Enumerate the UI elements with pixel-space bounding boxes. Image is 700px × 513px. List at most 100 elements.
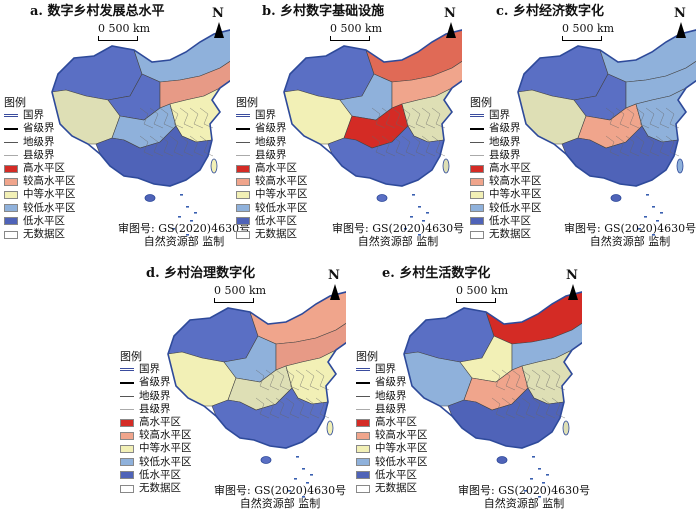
county-boundary <box>645 135 660 157</box>
legend-swatch-icon <box>120 471 134 480</box>
county-boundary <box>521 369 536 391</box>
county-boundary <box>635 135 650 157</box>
panel-title: e. 乡村生活数字化 <box>382 266 491 281</box>
china-map <box>51 29 230 236</box>
county-boundary <box>371 135 386 157</box>
county-boundary <box>295 397 310 419</box>
south-sea-island <box>186 206 189 208</box>
county-boundary <box>265 397 280 419</box>
legend-line-icon <box>4 141 18 143</box>
map-layer <box>403 291 582 498</box>
south-sea-island <box>410 216 413 218</box>
legend-swatch-icon <box>4 177 18 186</box>
taiwan-island <box>210 158 218 174</box>
county-boundary <box>189 107 204 129</box>
panel-title: c. 乡村经济数字化 <box>496 4 604 19</box>
county-boundary <box>401 107 416 129</box>
map-legend: 图例 国界 省级界 地级界 县级界 高水平区 较高水平区 中等水平区 较低水平区 低水平区 无数据区 <box>470 96 542 241</box>
legend-item-national: 国界 <box>4 109 76 122</box>
south-sea-island <box>546 474 549 476</box>
south-sea-island <box>190 220 193 222</box>
legend-item-class-5: 无数据区 <box>4 228 76 241</box>
county-boundary <box>371 107 386 129</box>
county-boundary <box>169 135 184 157</box>
county-boundary <box>501 369 516 391</box>
county-boundary <box>179 107 194 129</box>
map-legend: 图例 国界 省级界 地级界 县级界 高水平区 较高水平区 中等水平区 较低水平区 低水平区 无数据区 <box>4 96 76 241</box>
county-boundary <box>255 369 270 391</box>
china-map <box>167 291 346 498</box>
legend-line-icon <box>236 154 250 156</box>
legend-title: 图例 <box>356 350 378 363</box>
hainan-island <box>376 194 388 202</box>
county-boundary <box>421 135 436 157</box>
legend-swatch-icon <box>4 230 18 239</box>
legend-line-icon <box>236 128 250 130</box>
legend-line-icon <box>120 408 134 410</box>
south-sea-island <box>412 194 415 196</box>
south-sea-island <box>638 228 641 230</box>
south-sea-island <box>180 194 183 196</box>
south-sea-island <box>538 496 541 498</box>
legend-swatch-icon <box>356 484 370 493</box>
legend-line-icon <box>470 114 484 118</box>
county-boundary <box>265 369 280 391</box>
map-legend: 图例 国界 省级界 地级界 县级界 高水平区 较高水平区 中等水平区 较低水平区 低水平区 无数据区 <box>236 96 308 241</box>
county-boundary <box>645 107 660 129</box>
south-sea-island <box>296 456 299 458</box>
legend-swatch-icon <box>120 484 134 493</box>
south-sea-island <box>294 478 297 480</box>
legend-swatch-icon <box>236 164 250 173</box>
county-boundary <box>541 397 556 419</box>
legend-item-class-1: 较高水平区 <box>4 175 76 188</box>
legend-swatch-icon <box>4 204 18 213</box>
county-boundary <box>655 135 670 157</box>
county-boundary <box>255 397 270 419</box>
legend-line-icon <box>356 408 370 410</box>
legend-item-class-1: 较高水平区 <box>470 175 542 188</box>
legend-item-class-1: 较高水平区 <box>120 429 192 442</box>
county-boundary <box>159 107 174 129</box>
south-sea-island <box>178 216 181 218</box>
national-boundary <box>51 29 230 187</box>
legend-swatch-icon <box>120 418 134 427</box>
south-sea-island <box>426 212 429 214</box>
county-boundary <box>511 397 526 419</box>
taiwan-island <box>442 158 450 174</box>
taiwan-island <box>676 158 684 174</box>
county-boundary <box>625 135 640 157</box>
legend-line-icon <box>470 154 484 156</box>
legend-swatch-icon <box>236 230 250 239</box>
county-boundary <box>391 107 406 129</box>
county-boundary <box>139 107 154 129</box>
legend-title: 图例 <box>236 96 258 109</box>
south-sea-island <box>538 468 541 470</box>
county-boundary <box>305 397 320 419</box>
china-map <box>403 291 582 498</box>
panel-a: a. 数字乡村发展总水平 0 500 km N 图例 国界 省级界 地级界 县级界 高水平… <box>0 0 250 250</box>
legend-swatch-icon <box>470 164 484 173</box>
taiwan-island <box>326 420 334 436</box>
county-boundary <box>381 107 396 129</box>
south-sea-island <box>310 474 313 476</box>
county-boundary <box>285 369 300 391</box>
county-boundary <box>491 369 506 391</box>
legend-item-province: 省级界 <box>470 122 542 135</box>
legend-item-prefecture: 地级界 <box>356 390 428 403</box>
county-boundary <box>199 107 214 129</box>
legend-item-national: 国界 <box>356 363 428 376</box>
county-boundary <box>501 397 516 419</box>
legend-swatch-icon <box>356 458 370 467</box>
county-boundary <box>139 135 154 157</box>
scale-bar: 0 500 km <box>456 284 508 303</box>
legend-swatch-icon <box>356 471 370 480</box>
legend-line-icon <box>120 368 134 372</box>
south-sea-island <box>644 216 647 218</box>
legend-swatch-icon <box>356 445 370 454</box>
county-boundary <box>521 397 536 419</box>
map-legend: 图例 国界 省级界 地级界 县级界 高水平区 较高水平区 中等水平区 较低水平区 低水平区 无数据区 <box>356 350 428 495</box>
legend-line-icon <box>120 395 134 397</box>
legend-line-icon <box>356 368 370 372</box>
legend-line-icon <box>356 382 370 384</box>
legend-item-prefecture: 地级界 <box>120 390 192 403</box>
